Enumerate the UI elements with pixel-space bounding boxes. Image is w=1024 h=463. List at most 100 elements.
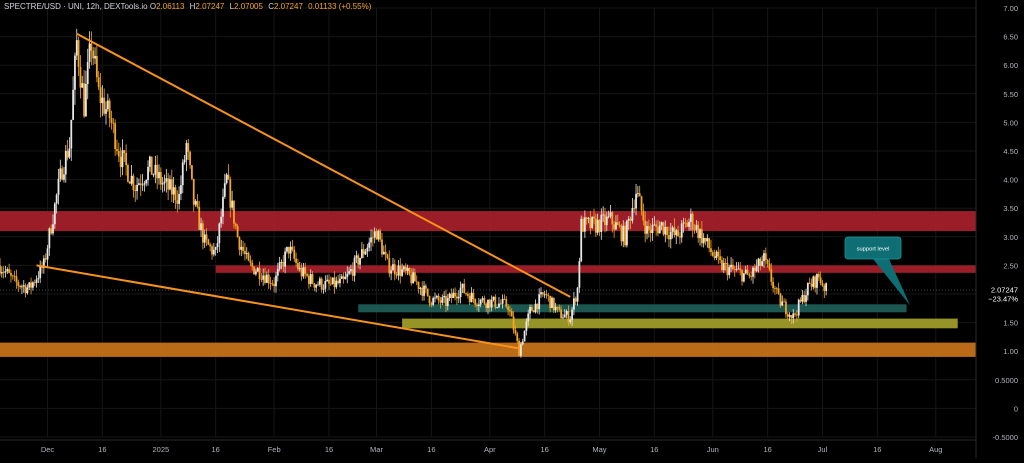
candle-body — [459, 287, 462, 297]
candle-body — [44, 258, 47, 260]
candle-body — [604, 214, 606, 226]
candle-body — [254, 271, 257, 275]
candle-body — [326, 279, 329, 282]
candle-body — [194, 201, 197, 205]
candle-body — [593, 216, 595, 219]
candle-body — [448, 293, 451, 298]
candle-body — [95, 55, 98, 78]
candle-body — [116, 149, 118, 151]
zone-support-teal — [358, 304, 907, 313]
candle-body — [6, 269, 9, 272]
candle-body — [114, 123, 117, 150]
candle-body — [128, 181, 131, 184]
candle-body — [388, 258, 391, 274]
candle-body — [477, 304, 480, 307]
candle-body — [721, 260, 723, 271]
candle-body — [748, 274, 751, 276]
candle-body — [538, 294, 541, 310]
candle-body — [0, 265, 1, 274]
candle-body — [4, 271, 7, 273]
candle-body — [647, 225, 650, 230]
symbol-label[interactable]: SPECTRE/USD · UNI, 12h, DEXTools.io — [4, 2, 148, 11]
candle-body — [46, 248, 49, 260]
price-tick-label: 4.00 — [1003, 176, 1018, 185]
candle-body — [382, 251, 385, 255]
candle-body — [552, 297, 555, 311]
candle-body — [75, 40, 78, 56]
candle-body — [755, 266, 758, 272]
candle-body — [238, 237, 241, 250]
candle-body — [318, 278, 321, 285]
candle-body — [233, 200, 235, 224]
candle-body — [395, 274, 398, 276]
candle-body — [668, 235, 670, 240]
candle-body — [178, 193, 181, 204]
candle-body — [415, 281, 418, 283]
candle-body — [735, 268, 738, 270]
candle-body — [21, 286, 23, 288]
candle-body — [359, 257, 361, 265]
candle-body — [222, 196, 224, 217]
zone-resistance — [0, 211, 976, 232]
candle-body — [580, 218, 583, 262]
candle-body — [585, 217, 588, 219]
candle-body — [121, 150, 124, 168]
candle-body — [0, 272, 3, 274]
candle-body — [278, 262, 281, 270]
candle-body — [357, 255, 360, 265]
price-axis[interactable]: 7.00 6.50 6.00 5.50 5.00 4.50 4.00 3.50 3.00 2.50… — [975, 0, 1022, 458]
candle-body — [626, 220, 628, 246]
candle-body — [485, 303, 488, 308]
candle-body — [412, 272, 414, 284]
candle-body — [744, 269, 747, 274]
candle-body — [715, 251, 718, 258]
candle-body — [540, 292, 542, 295]
time-axis[interactable]: Dec 16 2025 16 Feb 16 Mar 16 Apr 16 May 16 Jun 16 Jul 1… — [0, 439, 976, 454]
candle-body — [697, 224, 700, 239]
time-tick-label: Mar — [370, 445, 383, 454]
candle-body — [722, 262, 725, 271]
candle-body — [328, 279, 330, 284]
candle-body — [156, 164, 159, 179]
candle-body — [249, 260, 252, 263]
candle-body — [366, 247, 369, 252]
candle-body — [525, 321, 528, 331]
callout-box — [844, 236, 902, 260]
candle-body — [746, 269, 749, 275]
candle-body — [57, 178, 60, 195]
candle-body — [766, 259, 769, 264]
price-tick-label: 2.50 — [1003, 261, 1018, 270]
candle-body — [719, 256, 722, 261]
candle-body — [501, 298, 504, 304]
candle-body — [24, 285, 27, 294]
candle-body — [636, 193, 639, 195]
candle-body — [583, 217, 586, 232]
candle-body — [657, 226, 659, 234]
candle-body — [750, 275, 753, 277]
candle-body — [803, 294, 806, 302]
candle-body — [578, 261, 581, 288]
candle-body — [79, 66, 82, 88]
candle-body — [823, 285, 826, 292]
candle-body — [39, 265, 42, 279]
candle-body — [812, 276, 815, 287]
candle-body — [686, 222, 689, 227]
candle-body — [551, 297, 553, 308]
candle-body — [180, 185, 182, 194]
time-tick-label: Feb — [268, 445, 281, 454]
candle-body — [335, 280, 338, 288]
candle-body — [163, 181, 166, 184]
candle-body — [498, 303, 500, 308]
candle-body — [432, 298, 435, 305]
candle-body — [691, 213, 694, 230]
candle-body — [83, 83, 85, 117]
candle-body — [541, 292, 544, 295]
candle-body — [85, 83, 87, 117]
high-value: 2.07247 — [195, 2, 225, 11]
candle-body — [496, 307, 499, 309]
time-tick-label: Aug — [929, 445, 942, 454]
candle-body — [598, 219, 601, 232]
candle-body — [309, 274, 312, 285]
